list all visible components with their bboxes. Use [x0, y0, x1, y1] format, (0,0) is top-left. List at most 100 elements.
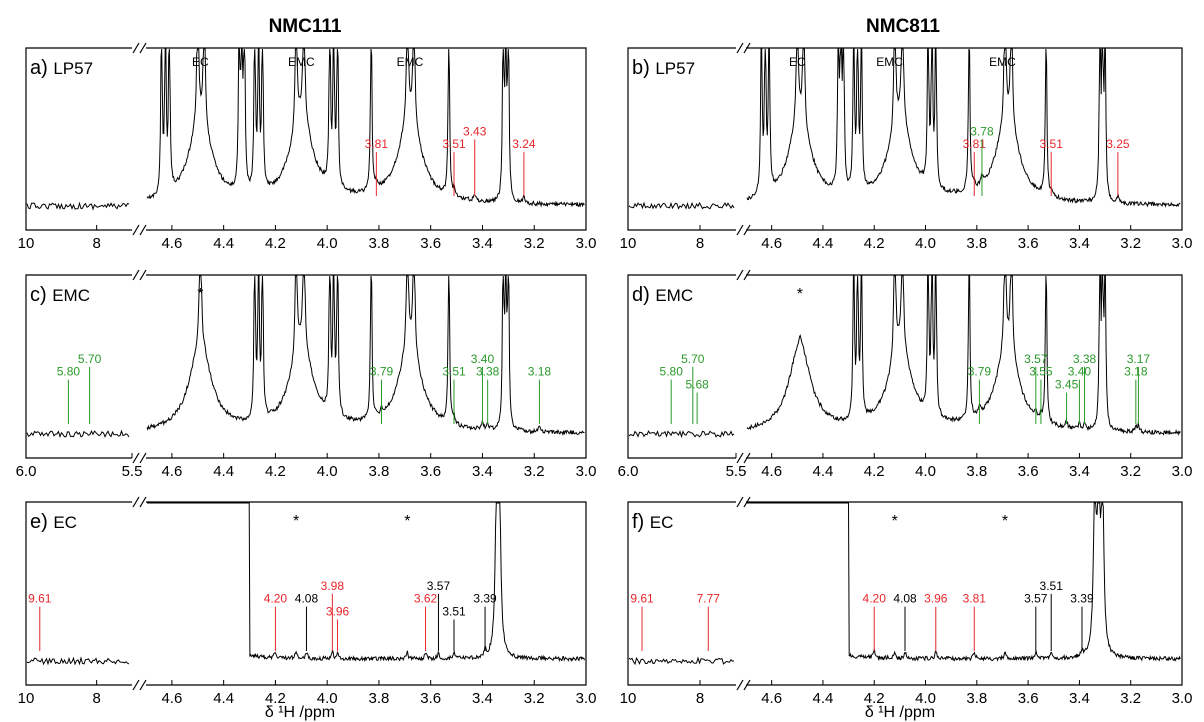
x-tick-label: 4.2 [864, 690, 885, 707]
peak-label: 3.38 [476, 365, 500, 379]
spectrum-trace-right [747, 502, 1181, 662]
x-tick-label: 4.0 [317, 463, 338, 480]
panel-frame-right [146, 501, 587, 686]
peak-label: 4.20 [863, 592, 887, 606]
x-tick-label: 4.4 [813, 235, 834, 252]
peak-label: 3.51 [1040, 137, 1064, 151]
x-tick-label: 3.2 [524, 463, 545, 480]
x-tick-label: 4.6 [161, 235, 182, 252]
peak-label: 3.62 [414, 592, 438, 606]
peak-label: 3.81 [365, 137, 389, 151]
axis-break-mark [736, 42, 751, 54]
impurity-star: * [797, 286, 803, 303]
x-tick-label: 3.0 [1172, 235, 1193, 252]
peak-label: 3.55 [1029, 365, 1053, 379]
solvent-label: EMC [288, 55, 315, 69]
x-tick-label: 3.6 [1018, 463, 1039, 480]
panel-frame-right [146, 47, 587, 231]
peak-label: 4.20 [264, 592, 288, 606]
panel-frame-right [746, 501, 1183, 686]
peak-label: 7.77 [697, 592, 721, 606]
peak-label: 3.40 [1068, 365, 1092, 379]
axis-break-mark [132, 679, 147, 691]
peak-label: 3.79 [370, 365, 394, 379]
peak-label: 3.18 [1124, 365, 1148, 379]
axis-break-mark [132, 269, 147, 281]
panel-e: 10 8 4.6 4.4 4.2 4.0 3.8 3.6 3.4 3.2 3.0 e) EC 9.61 4… [18, 496, 596, 707]
peak-label: 3.17 [1127, 352, 1151, 366]
x-axis-title-right: δ ¹H /ppm [865, 704, 935, 721]
axis-break-mark [132, 42, 147, 54]
x-tick-label: 8 [92, 690, 100, 707]
peak-label: 3.51 [442, 137, 466, 151]
x-tick-label: 4.0 [915, 235, 936, 252]
x-tick-label: 4.2 [265, 235, 286, 252]
x-tick-label: 3.2 [1120, 463, 1141, 480]
impurity-star: * [404, 513, 410, 530]
x-tick-label: 3.2 [1120, 690, 1141, 707]
x-tick-label: 5.5 [122, 463, 143, 480]
panel-frame-left [25, 501, 132, 686]
peak-label: 3.45 [1055, 377, 1079, 391]
x-tick-label: 3.0 [576, 235, 597, 252]
panel-a: 10 8 4.6 4.4 4.2 4.0 3.8 3.6 3.4 3.2 3.0 a) LP57 EC E… [18, 42, 597, 252]
x-tick-label: 3.8 [369, 235, 390, 252]
panel-frame-left [25, 274, 132, 459]
x-tick-label: 3.8 [369, 690, 390, 707]
x-tick-label: 4.0 [317, 235, 338, 252]
x-tick-label: 3.4 [1069, 463, 1090, 480]
x-tick-label: 4.2 [265, 463, 286, 480]
x-tick-label: 4.4 [213, 463, 234, 480]
column-title-nmc111: NMC111 [269, 16, 342, 37]
spectrum-trace-right [147, 502, 585, 663]
peak-label: 3.39 [473, 592, 497, 606]
axis-break-mark [736, 679, 751, 691]
spectrum-trace-right [746, 275, 1181, 436]
axis-break-mark [132, 452, 147, 464]
x-tick-label: 4.4 [813, 690, 834, 707]
x-tick-label: 3.4 [472, 235, 493, 252]
peak-label: 3.38 [1073, 352, 1097, 366]
x-tick-label: 3.2 [524, 235, 545, 252]
peak-label: 3.96 [326, 604, 350, 618]
peak-label: 9.61 [630, 592, 654, 606]
axis-break-mark [736, 452, 751, 464]
peak-label: 3.18 [528, 365, 552, 379]
x-tick-label: 3.2 [524, 690, 545, 707]
peak-label: 5.70 [78, 352, 102, 366]
x-tick-label: 3.6 [420, 690, 441, 707]
peak-label: 3.25 [1106, 137, 1130, 151]
x-tick-label: 3.8 [966, 690, 987, 707]
x-tick-label: 10 [18, 235, 35, 252]
x-tick-label: 8 [696, 235, 704, 252]
peak-label: 4.08 [295, 592, 319, 606]
x-tick-label: 3.4 [472, 463, 493, 480]
x-tick-label: 3.0 [1172, 463, 1193, 480]
panel-c: 6.0 5.5 4.6 4.4 4.2 4.0 3.8 3.6 3.4 3.2 3.0 c) EMC 5… [16, 269, 596, 480]
x-tick-label: 5.5 [726, 463, 747, 480]
panel-f: 10 8 4.6 4.4 4.2 4.0 3.8 3.6 3.4 3.2 3.0 f) EC 9.61 7… [620, 496, 1193, 707]
peak-label: 3.57 [1024, 592, 1048, 606]
x-tick-label: 3.0 [1172, 690, 1193, 707]
panel-label-d: d) EMC [632, 284, 693, 306]
solvent-label: EMC [876, 55, 903, 69]
x-tick-label: 3.6 [420, 235, 441, 252]
peak-label: 3.98 [321, 579, 345, 593]
solvent-label: EC [192, 55, 209, 69]
panel-b: 10 8 4.6 4.4 4.2 4.0 3.8 3.6 3.4 3.2 3.0 b) LP57 EC E… [620, 42, 1193, 252]
x-tick-label: 6.0 [16, 463, 37, 480]
x-tick-label: 4.6 [761, 235, 782, 252]
panel-frame-right [746, 47, 1183, 231]
x-tick-label: 8 [92, 235, 100, 252]
x-tick-label: 10 [18, 690, 35, 707]
panel-frame-left [627, 274, 736, 459]
x-tick-label: 4.0 [915, 463, 936, 480]
x-tick-label: 4.6 [761, 463, 782, 480]
panel-label-b: b) LP57 [632, 57, 695, 79]
spectrum-trace-left [628, 656, 735, 666]
axis-break-mark [736, 224, 751, 236]
peak-label: 5.80 [57, 365, 81, 379]
peak-label: 4.08 [893, 592, 917, 606]
peak-label: 5.80 [660, 365, 684, 379]
